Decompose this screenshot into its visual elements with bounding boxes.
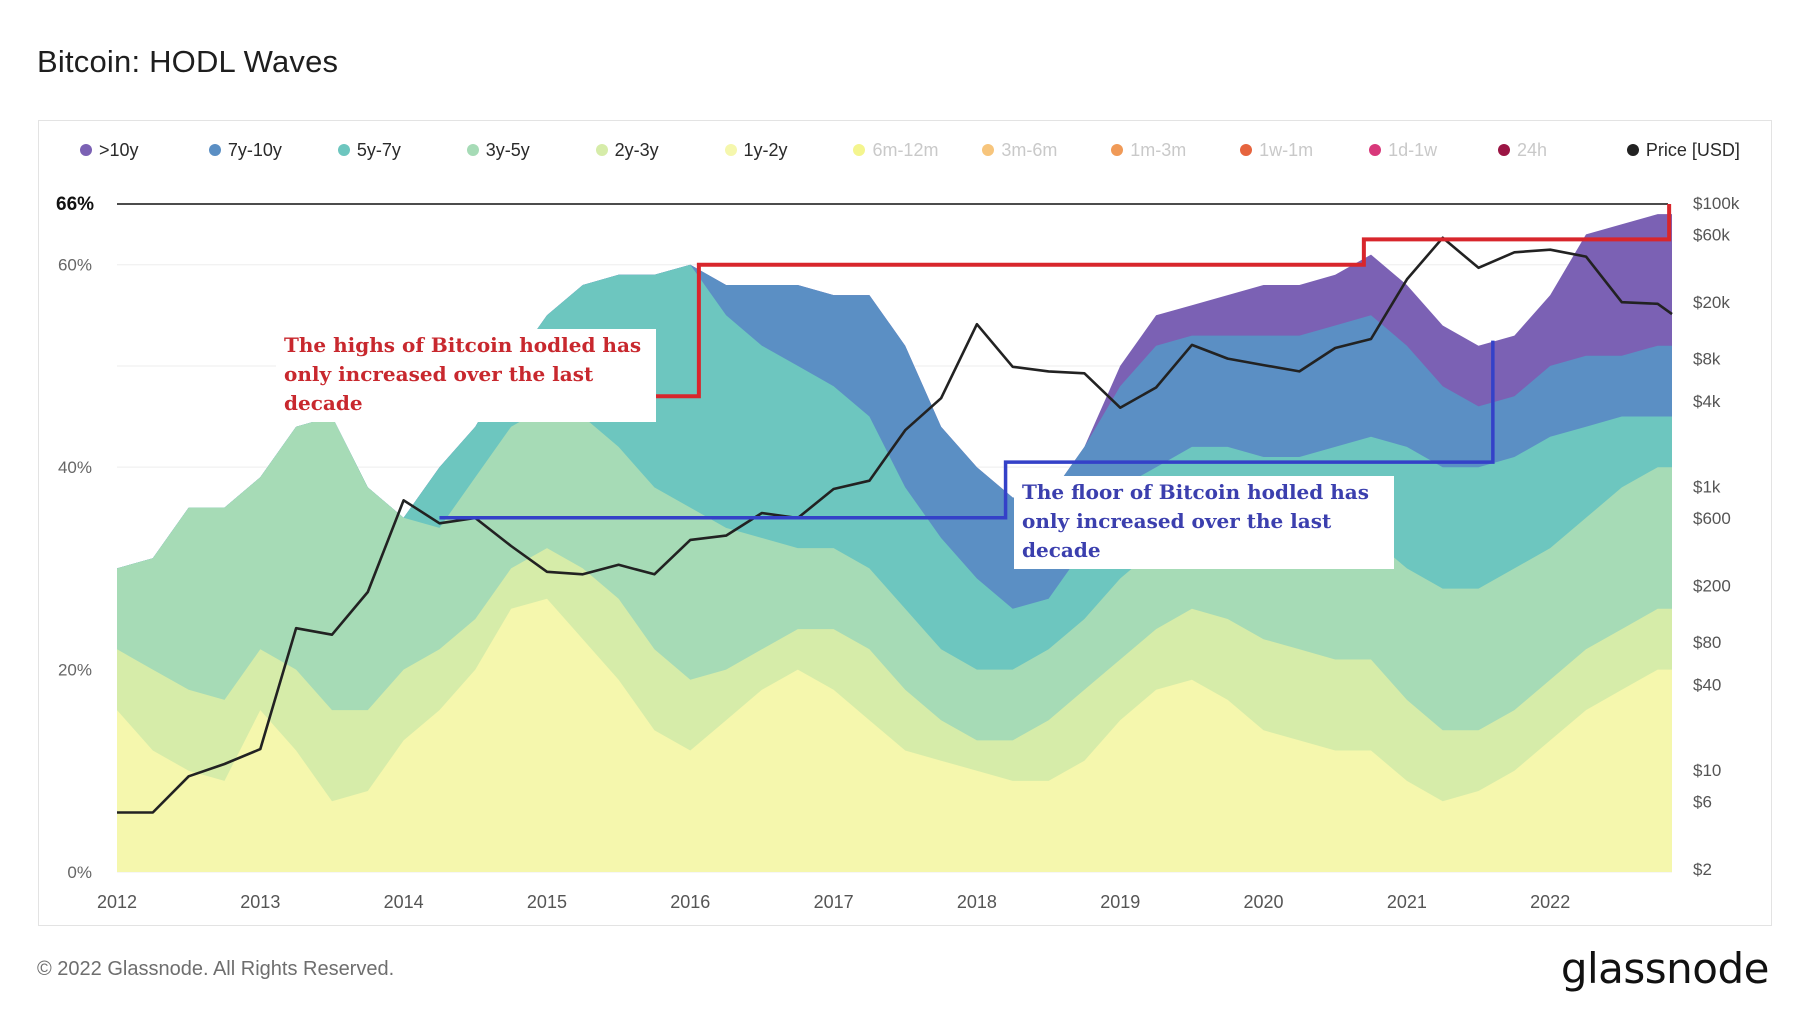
legend-dot xyxy=(1111,144,1124,156)
legend-dot xyxy=(1369,144,1382,156)
y2-tick-label: $60k xyxy=(1693,226,1730,245)
annotation-floor: The floor of Bitcoin hodled has only inc… xyxy=(1014,476,1394,569)
x-tick-label: 2021 xyxy=(1387,892,1427,912)
legend-dot xyxy=(982,144,995,156)
y2-tick-label: $40 xyxy=(1693,676,1721,695)
legend-item-5[interactable]: 1y-2y xyxy=(724,139,854,161)
legend-item-3[interactable]: 3y-5y xyxy=(466,139,596,161)
legend-dot xyxy=(1240,144,1253,156)
y-tick-label: 40% xyxy=(58,458,92,477)
y-tick-label: 0% xyxy=(67,863,92,882)
legend-item-0[interactable]: >10y xyxy=(80,140,209,161)
legend-label: 5y-7y xyxy=(356,139,401,160)
legend-item-2[interactable]: 5y-7y xyxy=(337,139,467,161)
legend-dot xyxy=(724,144,737,156)
reference-label: 66% xyxy=(56,194,94,215)
x-tick-label: 2014 xyxy=(384,892,424,912)
y2-tick-label: $10 xyxy=(1693,761,1721,780)
legend-dot xyxy=(595,144,608,156)
highs-step-line xyxy=(403,204,1672,399)
legend-label: 2y-3y xyxy=(614,139,659,160)
legend-dot xyxy=(853,144,866,156)
legend-dot xyxy=(208,144,221,156)
area-1y2y xyxy=(117,598,1672,872)
chart-legend: >10y 7y-10y 5y-7y 3y-5y 2y-3y 1y-2y 6m-12m 3m-6… xyxy=(80,136,1740,164)
legend-label: 3y-5y xyxy=(485,139,530,160)
copyright-text: © 2022 Glassnode. All Rights Reserved. xyxy=(37,958,395,980)
chart-frame xyxy=(38,120,1772,926)
legend-dot xyxy=(466,144,479,156)
y2-tick-label: $4k xyxy=(1693,392,1721,411)
legend-label: 1w-1m xyxy=(1259,139,1314,160)
y2-tick-label: $100k xyxy=(1693,194,1740,213)
page-title: Bitcoin: HODL Waves xyxy=(37,44,339,79)
price-line xyxy=(117,236,1673,814)
legend-item-11[interactable]: 24h xyxy=(1497,139,1627,161)
legend-label: 1m-3m xyxy=(1130,139,1187,160)
legend-dot xyxy=(1626,144,1639,156)
x-tick-label: 2020 xyxy=(1244,892,1284,912)
legend-label: 7y-10y xyxy=(227,139,282,160)
legend-label: 6m-12m xyxy=(872,139,939,160)
legend-label: 3m-6m xyxy=(1001,139,1058,160)
x-tick-label: 2017 xyxy=(814,892,854,912)
legend-item-12[interactable]: Price [USD] xyxy=(1626,139,1740,161)
legend-item-6[interactable]: 6m-12m xyxy=(853,140,982,161)
y2-tick-label: $600 xyxy=(1693,509,1731,528)
y2-tick-label: $200 xyxy=(1693,577,1731,596)
y2-tick-label: $2 xyxy=(1693,860,1712,879)
legend-label: >10y xyxy=(99,139,139,160)
legend-item-8[interactable]: 1m-3m xyxy=(1111,140,1240,161)
brand-logo: glassnode xyxy=(1560,944,1770,993)
legend-label: 24h xyxy=(1516,139,1548,160)
y-tick-label: 60% xyxy=(58,256,92,275)
legend-label: 1d-1w xyxy=(1388,139,1438,160)
y2-tick-label: $20k xyxy=(1693,293,1730,312)
floor-step-line xyxy=(439,340,1495,520)
legend-label: 1y-2y xyxy=(743,139,788,160)
x-tick-label: 2022 xyxy=(1530,892,1570,912)
legend-item-7[interactable]: 3m-6m xyxy=(982,140,1111,161)
y2-tick-label: $8k xyxy=(1693,350,1721,369)
x-tick-label: 2019 xyxy=(1100,892,1140,912)
legend-item-9[interactable]: 1w-1m xyxy=(1240,140,1369,161)
x-tick-label: 2013 xyxy=(240,892,280,912)
x-tick-label: 2016 xyxy=(670,892,710,912)
legend-dot xyxy=(1497,144,1510,156)
y2-tick-label: $80 xyxy=(1693,633,1721,652)
x-tick-label: 2012 xyxy=(97,892,137,912)
y2-tick-label: $1k xyxy=(1693,478,1721,497)
legend-label: Price [USD] xyxy=(1645,139,1740,160)
annotation-highs: The highs of Bitcoin hodled has only inc… xyxy=(276,329,656,422)
x-tick-label: 2015 xyxy=(527,892,567,912)
legend-item-10[interactable]: 1d-1w xyxy=(1369,140,1498,161)
y2-tick-label: $6 xyxy=(1693,792,1712,811)
legend-item-4[interactable]: 2y-3y xyxy=(595,139,725,161)
legend-dot xyxy=(80,144,92,156)
y-tick-label: 20% xyxy=(58,661,92,680)
x-tick-label: 2018 xyxy=(957,892,997,912)
legend-item-1[interactable]: 7y-10y xyxy=(208,139,338,161)
legend-dot xyxy=(337,144,350,156)
